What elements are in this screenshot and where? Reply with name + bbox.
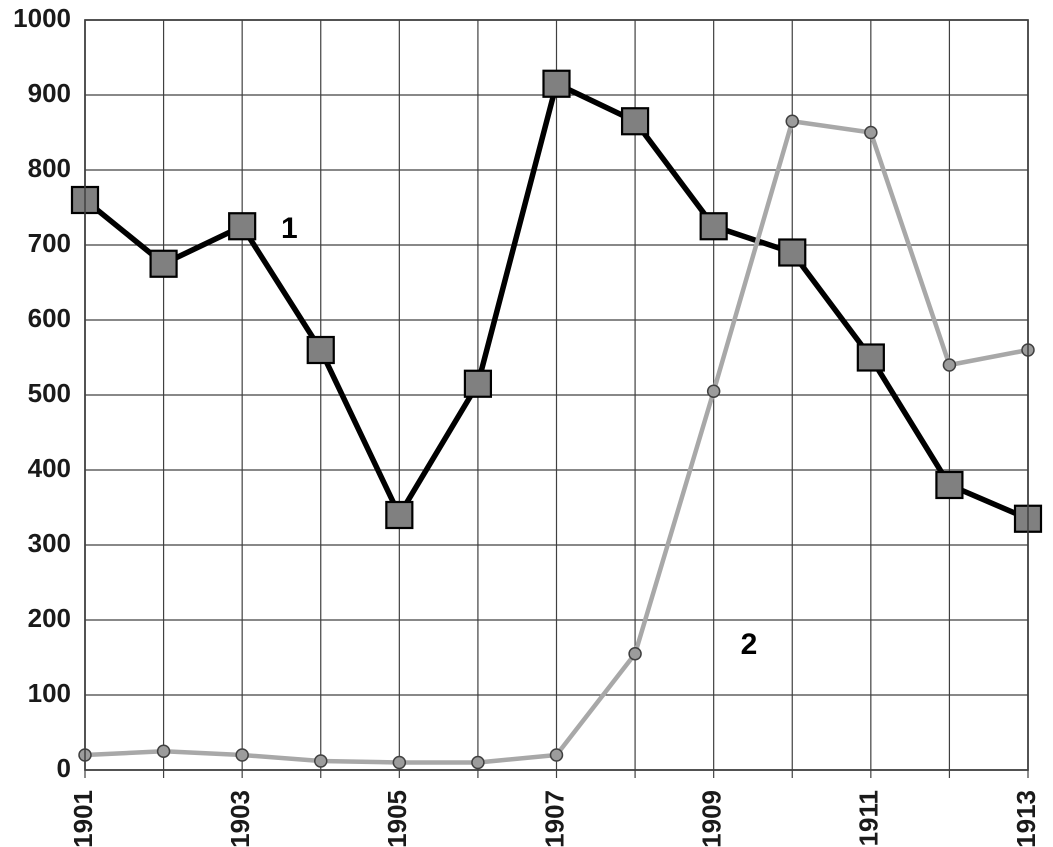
marker-series2	[786, 115, 798, 127]
x-tick-label: 1903	[225, 790, 255, 847]
marker-series2	[472, 757, 484, 769]
x-tick-label: 1913	[1011, 790, 1041, 847]
marker-series2	[393, 757, 405, 769]
marker-series1	[936, 472, 962, 498]
marker-series1	[701, 213, 727, 239]
x-tick-label: 1911	[854, 790, 884, 846]
line-chart: 0 100 200 300 400 500 600 700 800 900 1000 1901 1903…	[0, 0, 1053, 847]
y-tick-label: 300	[28, 528, 71, 558]
x-tick-label: 1907	[539, 790, 569, 847]
marker-series1	[308, 337, 334, 363]
y-tick-label: 100	[28, 678, 71, 708]
y-tick-label: 600	[28, 303, 71, 333]
y-tick-label: 200	[28, 603, 71, 633]
x-tick-label: 1901	[68, 790, 98, 847]
marker-series2	[943, 359, 955, 371]
marker-series2	[551, 749, 563, 761]
x-tick-label: 1909	[697, 790, 727, 847]
marker-series2	[629, 648, 641, 660]
marker-series2	[708, 385, 720, 397]
marker-series1	[229, 213, 255, 239]
marker-series1	[779, 240, 805, 266]
marker-series1	[386, 502, 412, 528]
marker-series2	[158, 745, 170, 757]
marker-series1	[465, 371, 491, 397]
marker-series1	[858, 345, 884, 371]
y-tick-label: 700	[28, 228, 71, 258]
y-tick-label: 900	[28, 78, 71, 108]
series-label-series2: 2	[741, 628, 758, 661]
series-label-series1: 1	[281, 212, 298, 245]
y-tick-label: 500	[28, 378, 71, 408]
x-tick-label: 1905	[382, 790, 412, 847]
y-tick-label: 400	[28, 453, 71, 483]
marker-series2	[236, 749, 248, 761]
marker-series1	[151, 251, 177, 277]
y-tick-label: 0	[57, 753, 71, 783]
marker-series2	[315, 755, 327, 767]
marker-series1	[544, 71, 570, 97]
marker-series1	[622, 108, 648, 134]
y-tick-label: 1000	[13, 3, 71, 33]
y-tick-label: 800	[28, 153, 71, 183]
marker-series2	[865, 127, 877, 139]
